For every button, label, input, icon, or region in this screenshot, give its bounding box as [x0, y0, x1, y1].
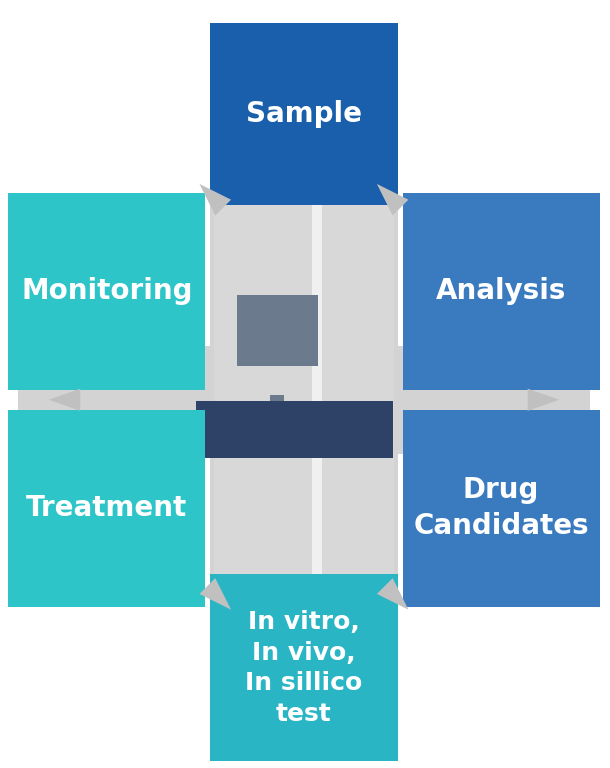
Text: Sample: Sample: [246, 100, 362, 128]
Polygon shape: [377, 184, 409, 216]
Text: Monitoring: Monitoring: [21, 277, 193, 306]
Polygon shape: [49, 389, 81, 411]
Polygon shape: [199, 184, 231, 216]
Bar: [210, 574, 398, 761]
Text: Treatment: Treatment: [26, 494, 187, 522]
Bar: [196, 401, 393, 458]
Bar: [18, 346, 590, 454]
Bar: [403, 193, 600, 390]
Bar: [270, 395, 284, 415]
Bar: [9, 409, 206, 607]
Bar: [237, 296, 318, 366]
Bar: [403, 409, 600, 607]
Polygon shape: [199, 578, 231, 610]
Text: Drug
Candidates: Drug Candidates: [413, 476, 589, 540]
Text: Analysis: Analysis: [436, 277, 566, 306]
Text: In vitro,
In vivo,
In sillico
test: In vitro, In vivo, In sillico test: [245, 610, 362, 726]
Bar: [210, 39, 398, 729]
Bar: [210, 23, 398, 205]
Bar: [214, 172, 393, 596]
Polygon shape: [528, 389, 559, 411]
Bar: [9, 193, 206, 390]
Bar: [312, 172, 321, 596]
Polygon shape: [377, 578, 409, 610]
